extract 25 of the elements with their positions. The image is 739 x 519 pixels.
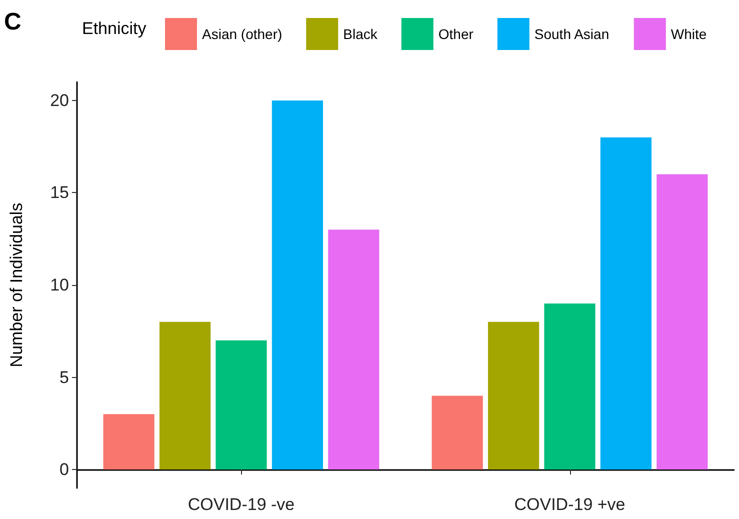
bar (272, 100, 324, 470)
y-axis-title: Number of Individuals (7, 202, 26, 368)
y-tick-label: 20 (50, 90, 69, 110)
text: C (4, 8, 22, 36)
bar (159, 322, 211, 470)
bar (432, 396, 483, 470)
legend-label: Other (438, 26, 474, 42)
y-tick-label: 10 (50, 276, 69, 294)
bar (328, 230, 380, 470)
legend-label: White (670, 26, 707, 42)
legend-label: Asian (other) (202, 26, 282, 42)
legend-title: Ethnicity (82, 19, 147, 38)
legend-label: Black (343, 26, 378, 42)
y-tick-label: 0 (60, 460, 69, 480)
x-tick-label: COVID-19 -ve (188, 495, 295, 514)
bar (656, 174, 708, 470)
y-tick-label: 15 (50, 183, 69, 202)
bar (600, 137, 652, 470)
bar (544, 303, 596, 470)
x-tick-label: COVID-19 +ve (514, 495, 626, 514)
y-tick-label: 5 (60, 368, 69, 387)
bar (488, 322, 540, 470)
legend-label: South Asian (534, 26, 610, 42)
bar (216, 340, 267, 470)
bar (103, 414, 154, 470)
